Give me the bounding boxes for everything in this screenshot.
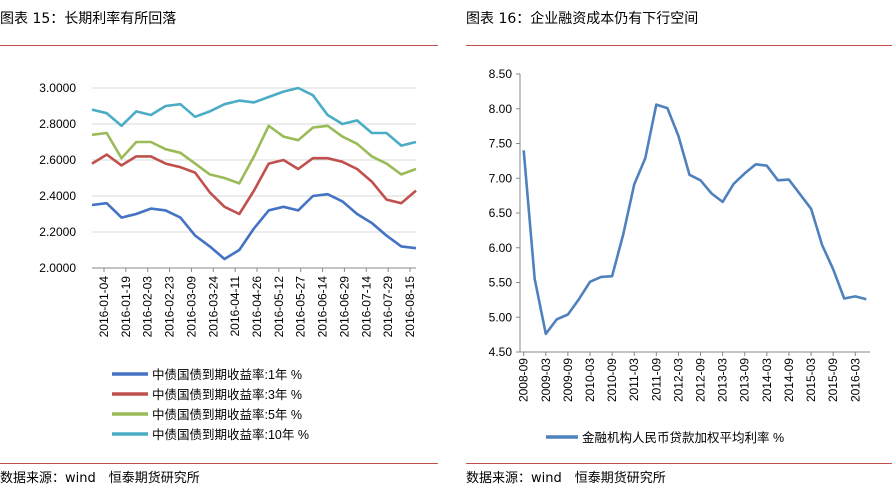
long-term-yield-chart: 3.0000 2.8000 2.6000 2.4000 2.2000 2.0000 2016…: [39, 81, 417, 442]
figure-15-panel: 图表 15：长期利率有所回落 3.0000 2.8000 2.6000 2.4000 2…: [0, 0, 438, 497]
x-tick-label: 2011-03: [627, 358, 641, 401]
loan-rate-chart: 8.50 8.00 7.50 7.00 6.50 6.00 5.50 5.00 4.50 2008…: [489, 67, 870, 445]
y-tick-label: 7.00: [489, 171, 513, 185]
figure-15-bottom-rule: [0, 463, 438, 464]
x-tick-label: 2016-05-27: [294, 276, 308, 338]
series-line-4: [91, 86, 417, 147]
x-tick-label: 2011-09: [649, 358, 663, 401]
legend-label: 中债国债到期收益率:3年 %: [152, 387, 302, 402]
x-tick-label: 2016-03: [848, 358, 862, 402]
x-tick-label: 2016-07-29: [381, 276, 395, 338]
legend-label: 金融机构人民币贷款加权平均利率 %: [582, 430, 784, 445]
y-tick-label: 5.00: [489, 310, 513, 324]
y-tick-label: 2.2000: [39, 225, 76, 239]
y-tick-label: 8.00: [489, 102, 513, 116]
x-tick-label: 2009-09: [561, 358, 575, 402]
x-tick-label: 2016-02-03: [141, 276, 155, 338]
y-tick-label: 4.50: [489, 345, 513, 359]
x-tick-label: 2016-04-26: [250, 276, 264, 338]
x-tick-label: 2013-03: [716, 358, 730, 402]
y-tick-label: 6.00: [489, 241, 513, 255]
x-tick-label: 2012-03: [671, 358, 685, 402]
x-tick-label: 2016-08-15: [403, 276, 417, 338]
series-line-3: [91, 124, 417, 185]
y-tick-label: 8.50: [489, 67, 513, 81]
series-line-2: [91, 153, 417, 216]
legend-label: 中债国债到期收益率:10年 %: [152, 427, 309, 442]
x-tick-label: 2016-07-14: [359, 276, 373, 338]
x-tick-label: 2016-01-04: [97, 276, 111, 338]
y-tick-label: 5.50: [489, 276, 513, 290]
x-tick-label: 2015-03: [804, 358, 818, 402]
figure-16-top-rule: [466, 45, 892, 46]
series-line-1: [91, 192, 417, 261]
x-tick-label: 2014-09: [782, 358, 796, 402]
y-tick-label: 2.8000: [39, 117, 76, 131]
figure-15-top-rule: [0, 45, 438, 46]
x-tick-label: 2016-03-24: [206, 276, 220, 338]
figure-15-title: 图表 15：长期利率有所回落: [0, 11, 177, 27]
x-tick-label: 2016-02-23: [163, 276, 177, 338]
x-tick-label: 2012-09: [694, 358, 708, 402]
x-tick-label: 2008-09: [517, 358, 531, 402]
y-tick-label: 6.50: [489, 206, 513, 220]
x-tick-label: 2014-03: [760, 358, 774, 402]
x-tick-label: 2016-06-14: [316, 276, 330, 338]
y-tick-label: 2.6000: [39, 153, 76, 167]
series-line-loan-rate: [522, 103, 867, 336]
y-tick-label: 7.50: [489, 137, 513, 151]
figure-16-panel: 图表 16：企业融资成本仍有下行空间 8.50 8.00 7.50 7.00 6.50 6…: [466, 0, 892, 497]
x-tick-label: 2016-04-11: [228, 276, 242, 337]
y-tick-label: 2.0000: [39, 261, 76, 275]
y-tick-label: 2.4000: [39, 189, 76, 203]
figure-16-bottom-rule: [466, 463, 892, 464]
x-tick-label: 2016-01-19: [119, 276, 133, 338]
figure-16-title: 图表 16：企业融资成本仍有下行空间: [466, 11, 699, 27]
x-tick-label: 2015-09: [826, 358, 840, 402]
legend-label: 中债国债到期收益率:1年 %: [152, 367, 302, 382]
x-tick-label: 2009-03: [539, 358, 553, 402]
y-tick-label: 3.0000: [39, 81, 76, 95]
x-tick-label: 2010-03: [583, 358, 597, 402]
legend-label: 中债国债到期收益率:5年 %: [152, 407, 302, 422]
x-tick-label: 2016-03-09: [184, 276, 198, 338]
figure-15-source: 数据来源：wind 恒泰期货研究所: [0, 471, 200, 486]
x-tick-label: 2016-06-29: [337, 276, 351, 338]
figure-16-source: 数据来源：wind 恒泰期货研究所: [466, 471, 666, 486]
x-tick-label: 2016-05-12: [272, 276, 286, 338]
x-tick-label: 2013-09: [738, 358, 752, 402]
x-tick-label: 2010-09: [605, 358, 619, 402]
